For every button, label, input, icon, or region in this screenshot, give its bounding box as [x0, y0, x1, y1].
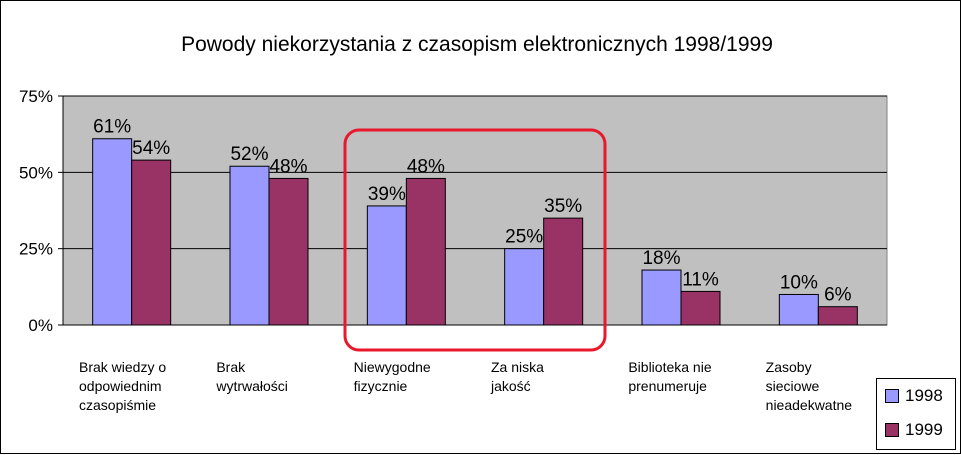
data-label-1999-5: 11% [682, 269, 719, 290]
bar-1998-4 [504, 248, 545, 326]
legend-label-1998: 1998 [905, 386, 943, 405]
data-label-1998-4: 25% [505, 227, 543, 248]
data-label-1998-5: 18% [642, 248, 680, 269]
y-tick-label: 50% [19, 163, 53, 182]
data-label-1999-3: 48% [407, 156, 445, 177]
bar-1998-5 [641, 269, 682, 326]
data-label-1998-2: 52% [230, 144, 268, 165]
data-label-1998-3: 39% [368, 184, 406, 205]
data-label-1999-2: 48% [269, 156, 307, 177]
x-tick-label: Brak wiedzy o odpowiednim czasopiśmie [79, 359, 166, 413]
bars [92, 138, 858, 326]
bar-1999-6 [817, 306, 858, 326]
x-tick-label: Za niska jakość [490, 359, 544, 394]
legend: 1998 1999 [876, 378, 956, 450]
x-axis-labels: Brak wiedzy o odpowiednim czasopiśmie Brak w… [79, 359, 852, 413]
bar-1999-1 [131, 159, 172, 326]
data-label-1999-6: 6% [824, 285, 852, 306]
x-tick-label: Niewygodne fizycznie [354, 359, 431, 394]
bar-1999-2 [268, 177, 309, 326]
bar-1999-5 [680, 290, 721, 326]
data-label-1998-6: 10% [780, 272, 818, 293]
x-tick-label: Brak wytrwałości [215, 359, 288, 394]
highlight-box [343, 128, 607, 352]
y-tick-label: 75% [19, 87, 53, 106]
bar-1999-3 [405, 177, 446, 326]
chart-title: Powody niekorzystania z czasopism elektr… [181, 33, 773, 56]
x-tick-label: Zasoby sieciowe nieadekwatne [766, 359, 853, 413]
y-axis: 0% 25% 50% 75% [19, 87, 887, 335]
legend-label-1999: 1999 [905, 420, 943, 439]
y-tick-label: 25% [19, 240, 53, 259]
plot-area [62, 95, 888, 326]
data-label-1999-4: 35% [544, 196, 582, 217]
bar-1998-1 [92, 138, 133, 326]
bar-1998-6 [778, 293, 819, 326]
legend-item-1999: 1999 [877, 413, 955, 447]
bar-1999-4 [543, 217, 584, 326]
bar-1998-2 [229, 165, 270, 326]
data-label-1998-1: 61% [93, 117, 131, 138]
legend-swatch-1998 [885, 389, 899, 403]
y-tick-label: 0% [28, 316, 53, 335]
x-tick-label: Biblioteka nie prenumeruje [628, 359, 711, 394]
bar-1998-3 [366, 205, 407, 326]
data-label-1999-1: 54% [132, 138, 170, 159]
data-labels: 61%54% 52%48%39%48%25%35%18%11% 10%6% [93, 117, 852, 306]
legend-swatch-1999 [885, 423, 899, 437]
legend-item-1998: 1998 [877, 379, 955, 413]
